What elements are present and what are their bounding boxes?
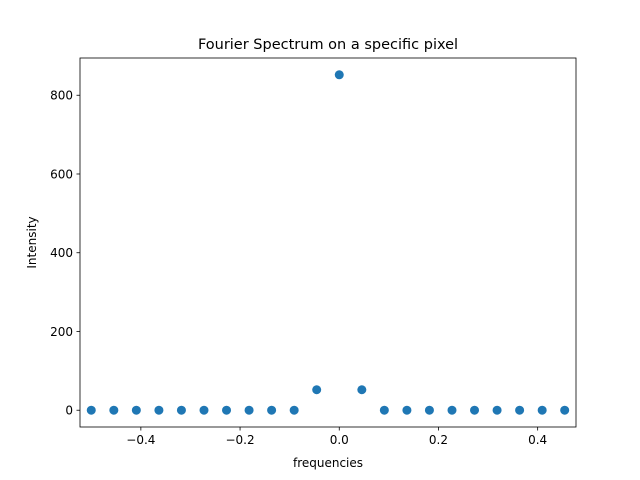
data-point (109, 405, 119, 415)
y-axis-label: Intensity (25, 216, 39, 268)
data-point (537, 405, 547, 415)
data-point (222, 405, 232, 415)
y-tick-label: 200 (50, 325, 73, 339)
data-point (267, 405, 277, 415)
x-axis-ticks: −0.4 −0.2 0.0 0.2 0.4 (126, 427, 547, 447)
y-axis-ticks: 0 200 400 600 800 (50, 89, 80, 418)
data-point (312, 385, 322, 395)
data-point (402, 405, 412, 415)
data-point (492, 405, 502, 415)
data-point (515, 405, 525, 415)
data-point (244, 405, 254, 415)
data-point (470, 405, 480, 415)
x-tick-label: −0.4 (126, 433, 155, 447)
data-point (447, 405, 457, 415)
y-tick-label: 400 (50, 246, 73, 260)
data-point (199, 405, 209, 415)
x-axis-label: frequencies (293, 456, 363, 470)
x-tick-label: 0.4 (528, 433, 547, 447)
data-point (334, 70, 344, 80)
x-tick-label: −0.2 (225, 433, 254, 447)
x-tick-label: 0.0 (330, 433, 349, 447)
x-tick-label: 0.2 (429, 433, 448, 447)
data-points (86, 70, 570, 415)
data-point (424, 405, 434, 415)
data-point (560, 405, 570, 415)
data-point (154, 405, 164, 415)
plot-frame (79, 57, 577, 428)
data-point (86, 405, 96, 415)
data-point (289, 405, 299, 415)
data-point (176, 405, 186, 415)
data-point (357, 385, 367, 395)
y-tick-label: 0 (65, 404, 73, 418)
y-tick-label: 800 (50, 89, 73, 103)
chart-title: Fourier Spectrum on a specific pixel (198, 37, 458, 53)
y-tick-label: 600 (50, 167, 73, 181)
data-point (131, 405, 141, 415)
data-point (379, 405, 389, 415)
